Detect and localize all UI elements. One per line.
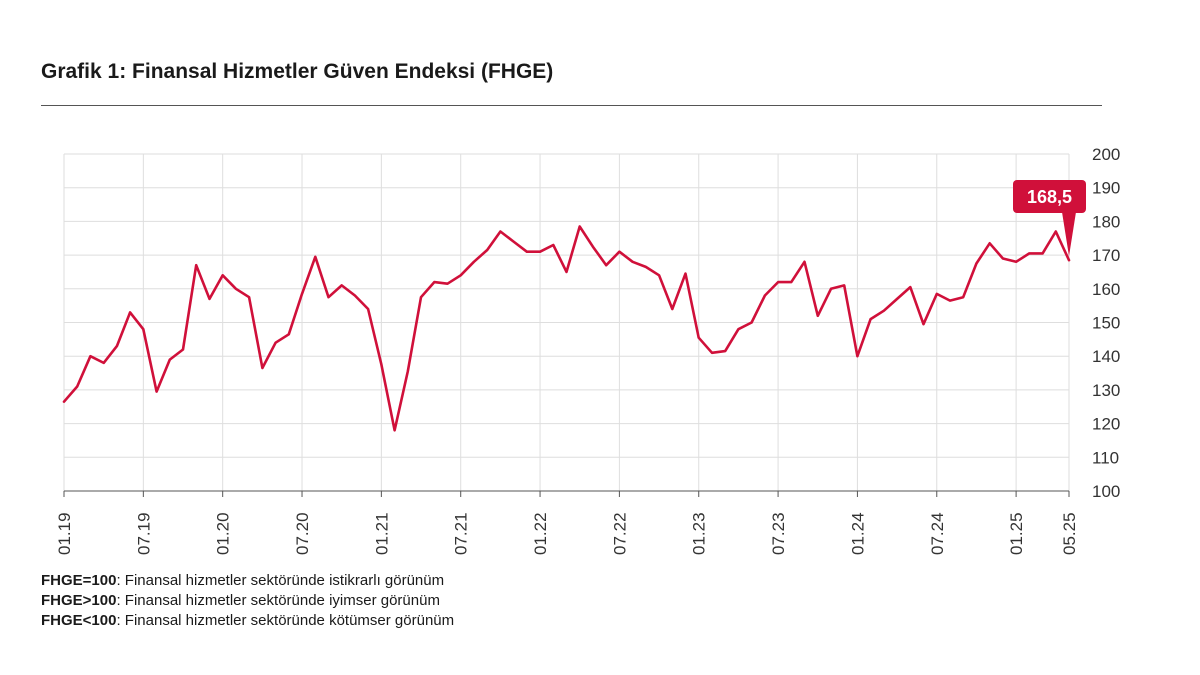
note-text: : Finansal hizmetler sektöründe iyimser … <box>116 592 440 609</box>
legend-notes: FHGE=100: Finansal hizmetler sektöründe … <box>41 571 454 631</box>
x-tick-label: 01.21 <box>372 512 391 555</box>
y-tick-label: 150 <box>1092 314 1120 333</box>
y-tick-label: 120 <box>1092 415 1120 434</box>
x-tick-label: 01.25 <box>1007 512 1026 555</box>
x-tick-label: 01.22 <box>531 512 550 555</box>
callout-group: 168,5 <box>1013 180 1086 257</box>
x-tick-label: 01.23 <box>690 512 709 555</box>
x-tick-label: 07.20 <box>293 512 312 555</box>
y-tick-label: 180 <box>1092 212 1120 231</box>
fhge-series-line <box>62 225 1071 432</box>
note-row: FHGE>100: Finansal hizmetler sektöründe … <box>41 591 454 611</box>
title-divider <box>41 105 1102 106</box>
y-tick-label: 160 <box>1092 280 1120 299</box>
x-tick-label: 07.21 <box>452 512 471 555</box>
note-text: : Finansal hizmetler sektöründe kötümser… <box>116 612 455 629</box>
y-tick-label: 170 <box>1092 246 1120 265</box>
callout-label: 168,5 <box>1027 187 1072 207</box>
note-key: FHGE<100 <box>41 612 117 629</box>
y-tick-label: 100 <box>1092 482 1120 501</box>
note-row: FHGE=100: Finansal hizmetler sektöründe … <box>41 571 454 591</box>
y-tick-label: 130 <box>1092 381 1120 400</box>
note-text: : Finansal hizmetler sektöründe istikrar… <box>116 572 445 589</box>
y-tick-label: 140 <box>1092 347 1120 366</box>
x-tick-label: 07.19 <box>134 512 153 555</box>
series-group <box>62 225 1071 432</box>
chart-grid <box>63 153 1070 491</box>
y-tick-label: 190 <box>1092 179 1120 198</box>
chart-title: Grafik 1: Finansal Hizmetler Güven Endek… <box>41 60 554 83</box>
x-axis-ticks: 01.19 07.19 01.20 07.20 01.21 07.21 01.22 07.22… <box>55 512 1079 555</box>
note-row: FHGE<100: Finansal hizmetler sektöründe … <box>41 611 454 631</box>
callout-box <box>1013 180 1086 213</box>
y-tick-label: 110 <box>1092 448 1119 467</box>
x-tick-label: 07.24 <box>928 512 947 555</box>
x-tick-label: 01.19 <box>55 512 74 555</box>
callout-pointer <box>1062 212 1076 257</box>
y-axis-ticks: 100 110 120 130 140 150 160 170 180 190 200 <box>1092 145 1120 501</box>
x-tick-label: 07.23 <box>769 512 788 555</box>
x-tick-label: 01.20 <box>214 512 233 555</box>
x-tick-label: 07.22 <box>610 512 629 555</box>
note-key: FHGE>100 <box>41 592 117 609</box>
note-key: FHGE=100 <box>41 572 117 589</box>
x-tick-label: 01.24 <box>848 512 867 555</box>
chart-axes <box>63 490 1070 497</box>
x-tick-label: 05.25 <box>1060 512 1079 555</box>
y-tick-label: 200 <box>1092 145 1120 164</box>
